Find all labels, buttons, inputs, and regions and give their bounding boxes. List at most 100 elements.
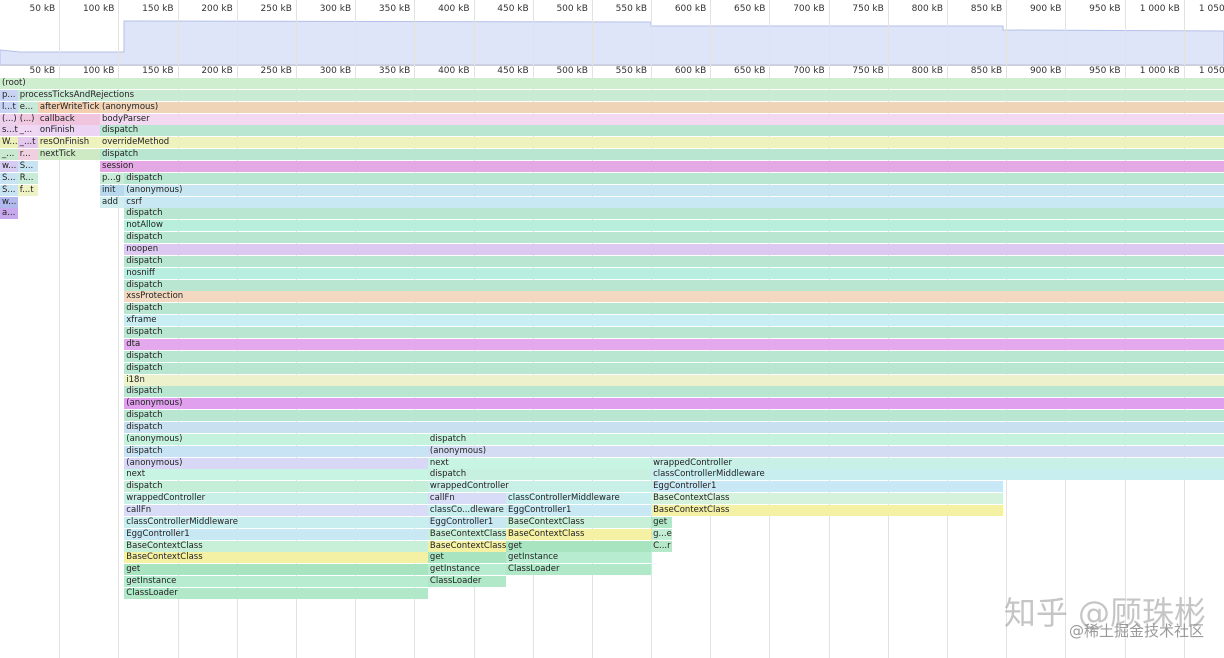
tick-label: 900 kB bbox=[1029, 66, 1062, 76]
tick-label: 900 kB bbox=[1029, 4, 1062, 14]
frame: a... bbox=[0, 208, 18, 220]
frame: init bbox=[100, 184, 125, 196]
frame: dispatch bbox=[124, 350, 1224, 362]
frame: l...t bbox=[0, 101, 18, 113]
frame: classControllerMiddleware bbox=[651, 469, 1224, 481]
tick-label: 550 kB bbox=[615, 66, 648, 76]
frame: S... bbox=[0, 172, 18, 184]
frame: BaseContextClass bbox=[651, 493, 1003, 505]
frame: dispatch bbox=[427, 469, 652, 481]
frame: get bbox=[427, 552, 507, 564]
frame: csrf bbox=[124, 196, 1224, 208]
frame: (anonymous) bbox=[124, 184, 1224, 196]
tick-label: 200 kB bbox=[201, 66, 233, 76]
tick-label: 950 kB bbox=[1089, 4, 1121, 14]
frame: (anonymous) bbox=[124, 457, 428, 469]
watermark: 知乎 @顾珠彬 bbox=[1003, 594, 1206, 632]
tick-label: 700 kB bbox=[793, 4, 825, 14]
tick-label: 1 000 kB bbox=[1139, 4, 1180, 14]
frame: dispatch bbox=[100, 149, 1224, 161]
frame: add bbox=[100, 196, 125, 208]
frame: S... bbox=[17, 161, 38, 173]
tick-label: 100 kB bbox=[82, 4, 115, 14]
frame: dispatch bbox=[124, 172, 1224, 184]
frame: BaseContextClass bbox=[427, 528, 507, 540]
frame: get bbox=[506, 540, 652, 552]
frame: R... bbox=[17, 172, 38, 184]
tick-label: 150 kB bbox=[142, 66, 174, 76]
tick-label: 750 kB bbox=[852, 4, 884, 14]
frame: ClassLoader bbox=[427, 576, 507, 588]
frame: r... bbox=[17, 149, 38, 161]
frame: dispatch bbox=[427, 433, 1224, 445]
frame: ClassLoader bbox=[124, 587, 428, 599]
frame: next bbox=[427, 457, 652, 469]
frame: get bbox=[651, 516, 672, 528]
tick-label: 100 kB bbox=[82, 66, 115, 76]
tick-label: 500 kB bbox=[556, 4, 588, 14]
tick-label: 350 kB bbox=[378, 4, 411, 14]
frame: xframe bbox=[124, 315, 1224, 327]
frame: (anonymous) bbox=[124, 398, 1224, 410]
frame: (anonymous) bbox=[124, 433, 428, 445]
frame: dta bbox=[124, 338, 1224, 350]
tick-label: 300 kB bbox=[319, 4, 352, 14]
frame: afterWriteTick bbox=[37, 101, 101, 113]
frame: (root) bbox=[0, 78, 1224, 89]
frame: classControllerMiddleware bbox=[506, 493, 652, 505]
frame: wrappedController bbox=[124, 493, 428, 505]
tick-label: 450 kB bbox=[497, 66, 529, 76]
frame: dispatch bbox=[124, 445, 428, 457]
tick-label: 400 kB bbox=[438, 4, 470, 14]
frame: dispatch bbox=[124, 279, 1224, 291]
frame: W... bbox=[0, 137, 18, 149]
tick-label: 850 kB bbox=[970, 66, 1003, 76]
tick-label: 600 kB bbox=[674, 66, 707, 76]
frame: getInstance bbox=[506, 552, 652, 564]
frame: (...) bbox=[0, 113, 18, 125]
frame: noopen bbox=[124, 244, 1224, 256]
frame: getInstance bbox=[427, 564, 507, 576]
frame: classControllerMiddleware bbox=[124, 516, 428, 528]
frame: wrappedController bbox=[651, 457, 1224, 469]
tick-label: 1 050 kB bbox=[1198, 4, 1224, 14]
tick-label: 650 kB bbox=[734, 4, 766, 14]
frame: BaseContextClass bbox=[651, 504, 1003, 516]
frame: bodyParser bbox=[100, 113, 1224, 125]
tick-label: 1 050 kB bbox=[1198, 66, 1224, 76]
frame: w... bbox=[0, 161, 18, 173]
frame: dispatch bbox=[124, 481, 428, 493]
frame: get bbox=[124, 564, 428, 576]
frame: s...t bbox=[0, 125, 18, 137]
tick-label: 600 kB bbox=[674, 4, 707, 14]
tick-label: 850 kB bbox=[970, 4, 1003, 14]
frame: EggController1 bbox=[506, 504, 652, 516]
frame: ClassLoader bbox=[506, 564, 652, 576]
frame: EggController1 bbox=[427, 516, 507, 528]
frame: nextTick bbox=[37, 149, 101, 161]
frame: (anonymous) bbox=[100, 101, 1224, 113]
tick-label: 950 kB bbox=[1089, 66, 1121, 76]
tick-label: 800 kB bbox=[911, 4, 943, 14]
frame: dispatch bbox=[124, 327, 1224, 339]
frame: BaseContextClass bbox=[506, 516, 652, 528]
frame: callback bbox=[37, 113, 101, 125]
frame: e... bbox=[17, 101, 38, 113]
grid-line bbox=[59, 0, 61, 658]
frame: BaseContextClass bbox=[124, 552, 428, 564]
tick-label: 550 kB bbox=[615, 4, 648, 14]
tick-label: 350 kB bbox=[378, 66, 411, 76]
frame: (...) bbox=[17, 113, 38, 125]
frame: BaseContextClass bbox=[124, 540, 428, 552]
tick-label: 500 kB bbox=[556, 66, 588, 76]
frame: dispatch bbox=[124, 386, 1224, 398]
frame: dispatch bbox=[124, 410, 1224, 422]
frame: p... bbox=[0, 89, 18, 101]
frame: _... bbox=[17, 125, 38, 137]
frame: (anonymous) bbox=[427, 445, 1224, 457]
tick-label: 150 kB bbox=[142, 4, 174, 14]
tick-label: 700 kB bbox=[793, 66, 825, 76]
frame: dispatch bbox=[100, 125, 1224, 137]
frame: _...t bbox=[17, 137, 38, 149]
tick-label: 250 kB bbox=[260, 4, 292, 14]
